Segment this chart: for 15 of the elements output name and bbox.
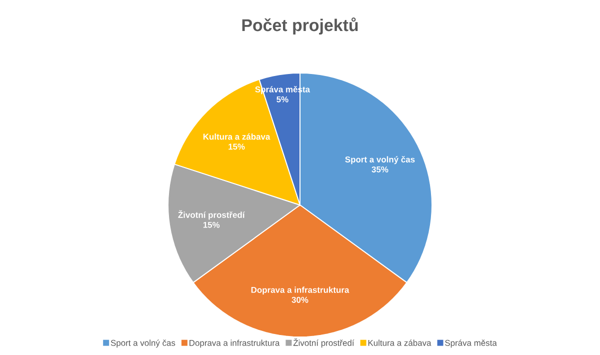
data-label: 5% [276,96,288,102]
slice-label: Doprava a infrastruktura [251,286,350,295]
data-label: 15% [228,144,245,150]
legend-label: Kultura a zábava [368,340,432,346]
legend-label: Doprava a infrastruktura [190,340,280,348]
legend-label: Správa města [445,340,497,348]
slice-label: Životní prostředí [178,210,245,220]
legend-label: Životní prostředí [293,338,354,348]
data-label: 15% [203,222,220,228]
chart-title: Počet projektů [242,17,358,35]
legend-label: Sport a volný čas [110,340,176,348]
slice-label: Sport a volný čas [345,156,415,164]
slice-label: Kultura a zábava [203,133,270,140]
data-label: 30% [292,296,308,303]
data-label: 35% [372,166,388,172]
